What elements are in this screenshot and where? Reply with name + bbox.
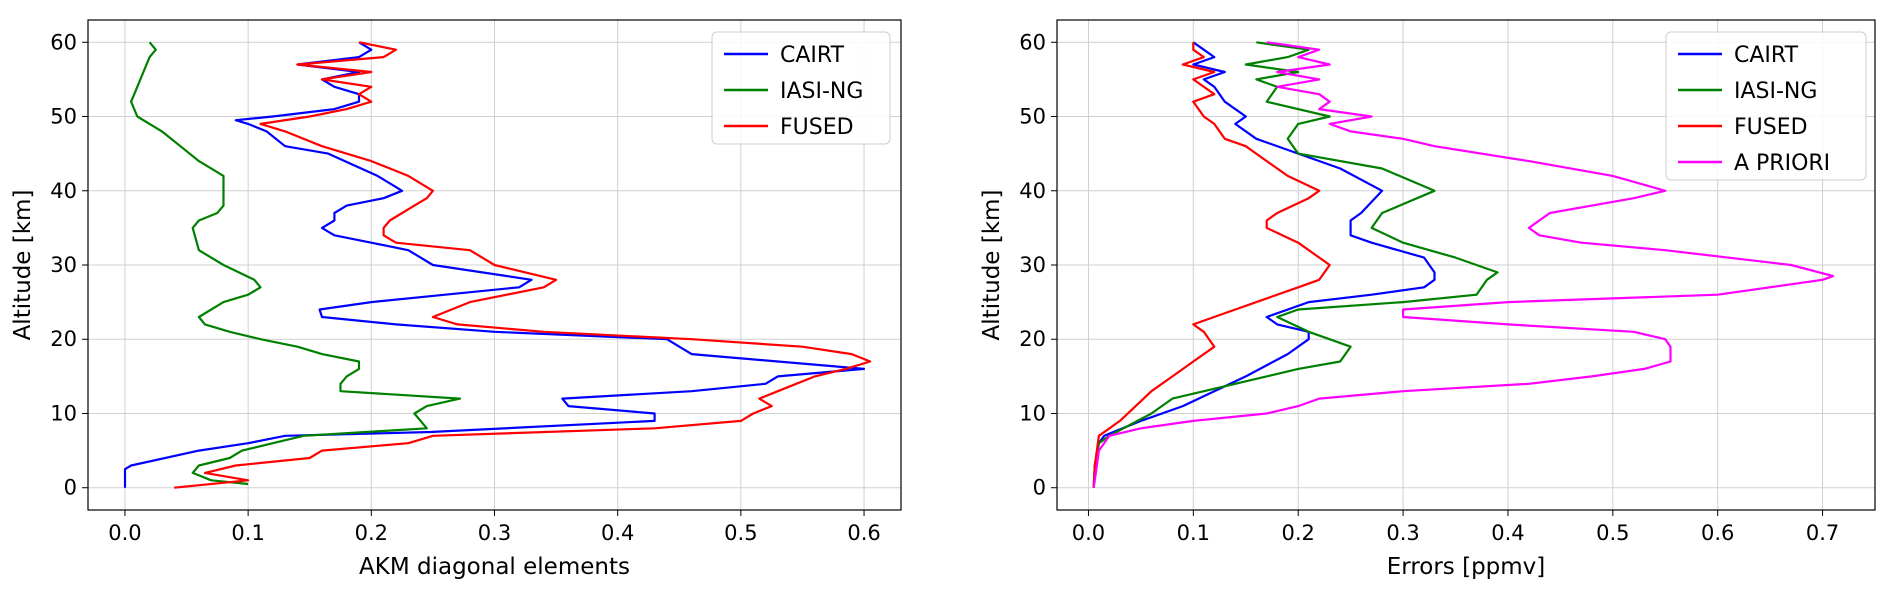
x-tick-label: 0.4 bbox=[601, 521, 634, 545]
y-tick-label: 50 bbox=[50, 105, 77, 129]
y-tick-label: 10 bbox=[50, 401, 77, 425]
x-tick-label: 0.4 bbox=[1491, 521, 1524, 545]
legend-label: FUSED bbox=[1734, 115, 1808, 140]
legend: CAIRT IASI-NG FUSED bbox=[711, 31, 891, 145]
y-tick-label: 40 bbox=[1019, 179, 1046, 203]
chart-akm: 0.0 0.1 0.2 0.3 0.4 0.5 0.6 0 10 20 30 40 50 60 AKM di… bbox=[10, 19, 902, 580]
y-axis-label: Altitude [km] bbox=[979, 190, 1005, 341]
x-tick-label: 0.0 bbox=[108, 521, 141, 545]
series-line-cairt bbox=[123, 41, 866, 488]
series-line-iasi-ng bbox=[1092, 41, 1499, 488]
x-tick-label: 0.1 bbox=[1177, 521, 1210, 545]
y-axis-label: Altitude [km] bbox=[10, 190, 36, 341]
x-tick-label: 0.2 bbox=[1282, 521, 1315, 545]
y-tick-label: 30 bbox=[50, 253, 77, 277]
y-tick-label: 20 bbox=[50, 327, 77, 351]
y-tick-label: 0 bbox=[64, 476, 77, 500]
legend-label: IASI-NG bbox=[1734, 79, 1817, 104]
series-line-fused bbox=[174, 41, 872, 489]
legend-label: CAIRT bbox=[1734, 43, 1799, 68]
y-tick-label: 60 bbox=[50, 30, 77, 54]
x-tick-label: 0.5 bbox=[1596, 521, 1629, 545]
series-line-cairt bbox=[1092, 41, 1436, 488]
x-tick-label: 0.0 bbox=[1072, 521, 1105, 545]
x-tick-label: 0.6 bbox=[847, 521, 880, 545]
series-line-iasi-ng bbox=[130, 41, 462, 486]
x-tick-label: 0.1 bbox=[231, 521, 264, 545]
x-tick-label: 0.7 bbox=[1806, 521, 1839, 545]
y-tick-label: 30 bbox=[1019, 253, 1046, 277]
chart-errors: 0.0 0.1 0.2 0.3 0.4 0.5 0.6 0.7 0 10 20 30 40 50 60 Err… bbox=[979, 19, 1876, 580]
legend-label: FUSED bbox=[780, 115, 854, 140]
legend-label: IASI-NG bbox=[780, 79, 863, 104]
series-line-fused bbox=[1092, 42, 1331, 488]
y-tick-label: 20 bbox=[1019, 327, 1046, 351]
x-tick-label: 0.3 bbox=[478, 521, 511, 545]
y-tick-label: 0 bbox=[1033, 476, 1046, 500]
y-tick-label: 50 bbox=[1019, 105, 1046, 129]
legend-box bbox=[711, 31, 891, 145]
x-tick-label: 0.6 bbox=[1701, 521, 1734, 545]
x-axis-label: AKM diagonal elements bbox=[359, 554, 630, 580]
y-tick-label: 60 bbox=[1019, 30, 1046, 54]
legend-label: A PRIORI bbox=[1734, 151, 1830, 176]
series-line-a-priori bbox=[1092, 41, 1835, 488]
legend: CAIRT IASI-NG FUSED A PRIORI bbox=[1665, 31, 1867, 181]
y-tick-label: 40 bbox=[50, 179, 77, 203]
x-axis-label: Errors [ppmv] bbox=[1387, 554, 1546, 580]
legend-label: CAIRT bbox=[780, 43, 845, 68]
legend-box bbox=[1665, 31, 1867, 181]
x-tick-label: 0.3 bbox=[1386, 521, 1419, 545]
x-tick-label: 0.5 bbox=[724, 521, 757, 545]
y-tick-label: 10 bbox=[1019, 401, 1046, 425]
x-tick-label: 0.2 bbox=[355, 521, 388, 545]
